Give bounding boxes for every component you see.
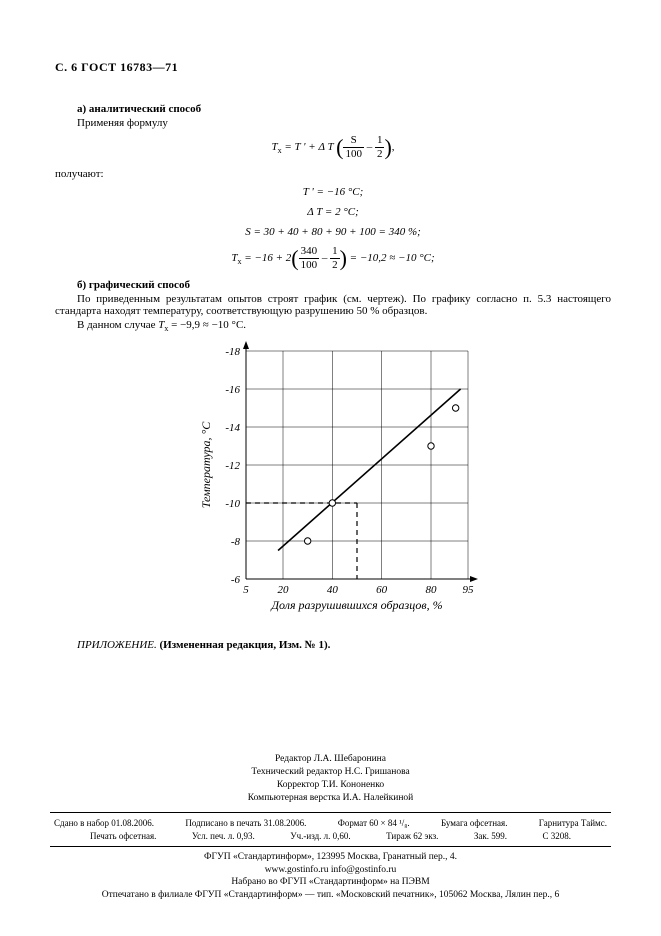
svg-text:20: 20 — [278, 584, 290, 596]
formula-main: Tx = T ' + Δ T (S100 – 12), — [55, 135, 611, 160]
section-a-line2: получают: — [55, 168, 611, 180]
section-b-title: б) графический способ — [55, 279, 611, 291]
appendix-line: ПРИЛОЖЕНИЕ. (Измененная редакция, Изм. №… — [55, 639, 611, 651]
eq2: Δ T = 2 °C; — [55, 206, 611, 218]
svg-text:-12: -12 — [225, 460, 240, 472]
brittleness-chart: -18 -16 -14 -12 -10 -8 -65 20 40 60 80 95 Температур… — [188, 341, 478, 621]
svg-text:5: 5 — [243, 584, 249, 596]
svg-text:-14: -14 — [225, 422, 240, 434]
colophon-row1: Сдано в набор 01.08.2006.Подписано в печ… — [50, 817, 611, 829]
eq1: T ' = −16 °C; — [55, 186, 611, 198]
svg-text:Доля разрушившихся образцов, %: Доля разрушившихся образцов, % — [270, 598, 442, 612]
chart-container: -18 -16 -14 -12 -10 -8 -65 20 40 60 80 95 Температур… — [55, 341, 611, 621]
page-header: С. 6 ГОСТ 16783—71 — [55, 60, 611, 75]
svg-text:-16: -16 — [225, 384, 240, 396]
section-a-line1: Применяя формулу — [55, 117, 611, 129]
svg-text:40: 40 — [327, 584, 339, 596]
svg-text:95: 95 — [463, 584, 475, 596]
svg-text:-8: -8 — [231, 536, 241, 548]
svg-text:80: 80 — [426, 584, 438, 596]
colophon: Редактор Л.А. Шебаронина Технический ред… — [50, 753, 611, 902]
section-b-p1: По приведенным результатам опытов строят… — [55, 293, 611, 317]
svg-text:-18: -18 — [225, 346, 240, 358]
svg-text:Температура, °C: Температура, °C — [199, 421, 213, 509]
eq4: Tx = −16 + 2(340100 – 12) = −10,2 ≈ −10 … — [55, 246, 611, 271]
section-b-p2: В данном случае Tx = −9,9 ≈ −10 °C. — [55, 319, 611, 333]
svg-text:60: 60 — [376, 584, 388, 596]
svg-text:-6: -6 — [231, 574, 241, 586]
eq3: S = 30 + 40 + 80 + 90 + 100 = 340 %; — [55, 226, 611, 238]
colophon-row2: Печать офсетная.Усл. печ. л. 0,93.Уч.-из… — [50, 830, 611, 842]
svg-text:-10: -10 — [225, 498, 240, 510]
section-a-title: а) аналитический способ — [55, 103, 611, 115]
